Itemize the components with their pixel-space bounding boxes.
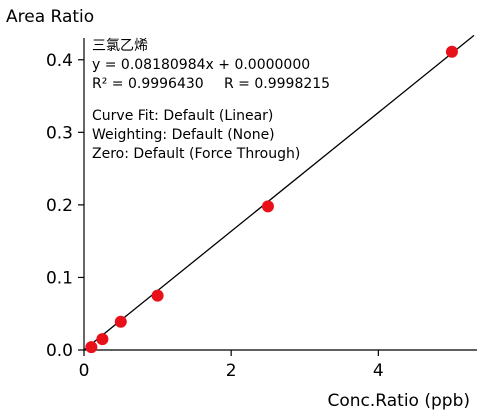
data-point <box>445 45 458 58</box>
curve-fit-info: Curve Fit: Default (Linear) <box>92 108 273 124</box>
y-tick-label: 0.0 <box>46 341 73 361</box>
fit-equation: y = 0.08180984x + 0.0000000 <box>92 57 310 73</box>
weighting-info: Weighting: Default (None) <box>92 127 275 143</box>
r-squared: R² = 0.9996430 <box>92 76 204 92</box>
y-tick-label: 0.3 <box>46 123 73 143</box>
r-value: R = 0.9998215 <box>224 76 330 92</box>
fit-line <box>83 34 475 351</box>
y-ticks: 0.0 0.1 0.2 0.3 0.4 <box>46 51 84 361</box>
data-point <box>151 289 164 302</box>
data-point <box>85 341 98 354</box>
compound-name: 三氯乙烯 <box>92 38 148 54</box>
x-axis-title: Conc.Ratio (ppb) <box>328 391 470 411</box>
x-ticks: 0 2 4 <box>79 350 384 381</box>
data-points <box>85 45 458 354</box>
data-point <box>261 200 274 213</box>
x-tick-label: 4 <box>373 361 384 381</box>
zero-info: Zero: Default (Force Through) <box>92 146 300 162</box>
x-tick-label: 2 <box>226 361 237 381</box>
data-point <box>96 333 109 346</box>
fit-annotation: 三氯乙烯 y = 0.08180984x + 0.0000000 R² = 0.… <box>92 38 330 162</box>
y-tick-label: 0.4 <box>46 51 73 71</box>
data-point <box>114 315 127 328</box>
x-tick-label: 0 <box>79 361 90 381</box>
plot-area: 0.0 0.1 0.2 0.3 0.4 0 2 4 <box>46 34 477 381</box>
y-tick-label: 0.2 <box>46 196 73 216</box>
y-tick-label: 0.1 <box>46 268 73 288</box>
y-axis-title: Area Ratio <box>6 7 94 27</box>
